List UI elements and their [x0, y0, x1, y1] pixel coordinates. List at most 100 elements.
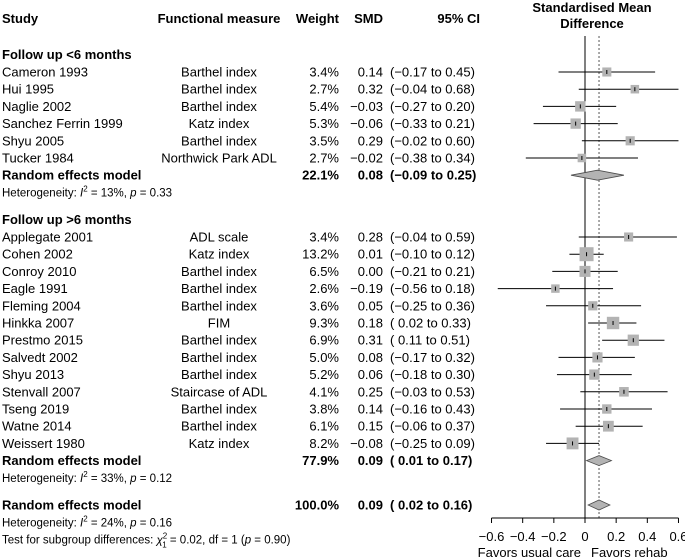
group-summary-1-weight: 77.9% [302, 453, 339, 468]
overall-summary-smd: 0.09 [358, 498, 383, 513]
group-heterogeneity-1-prefix: Heterogeneity: [2, 473, 80, 485]
study-row-0-0-ci: (−0.17 to 0.45) [390, 65, 475, 80]
group-heterogeneity-0-sup: 2 [83, 185, 88, 194]
study-row-1-10-weight: 3.8% [309, 402, 339, 417]
study-row-1-5-measure: FIM [208, 316, 230, 331]
overall-summary-ci: ( 0.02 to 0.16) [390, 498, 472, 513]
overall-heterogeneity-p: p [129, 518, 137, 530]
subgroup-test-pval: = 0.90) [251, 535, 290, 547]
group-title-0: Follow up <6 months [2, 47, 132, 62]
study-row-0-1-study: Hui 1995 [2, 82, 54, 97]
x-axis-tick-label-2: −0.2 [541, 529, 567, 544]
study-row-0-2-ci: (−0.27 to 0.20) [390, 99, 475, 114]
study-row-0-1-weight: 2.7% [309, 82, 339, 97]
study-row-1-0-ci: (−0.04 to 0.59) [390, 230, 475, 245]
study-row-1-7-ci: (−0.17 to 0.32) [390, 350, 475, 365]
study-row-0-5-ci: (−0.38 to 0.34) [390, 151, 475, 166]
study-row-0-2-study: Naglie 2002 [2, 99, 71, 114]
study-row-1-7-measure: Barthel index [181, 350, 257, 365]
group-heterogeneity-0-prefix: Heterogeneity: [2, 188, 80, 200]
group-heterogeneity-0-pval: = 0.33 [137, 188, 173, 200]
study-row-1-5-study: Hinkka 2007 [2, 316, 74, 331]
header-study: Study [2, 11, 39, 26]
study-row-1-6-ci: ( 0.11 to 0.51) [390, 333, 470, 348]
group-heterogeneity-1: Heterogeneity: I2 = 33%, p = 0.12 [2, 470, 172, 485]
study-row-1-1-study: Cohen 2002 [2, 247, 73, 262]
group-heterogeneity-0-p: p [129, 188, 137, 200]
subgroup-test-chi: χ [156, 535, 164, 547]
study-row-0-5-weight: 2.7% [309, 151, 339, 166]
study-row-1-2-smd: 0.00 [358, 264, 383, 279]
study-row-0-3-measure: Katz index [189, 116, 250, 131]
study-row-1-7-study: Salvedt 2002 [2, 350, 78, 365]
study-row-1-8-measure: Barthel index [181, 367, 257, 382]
subgroup-test-sub: 1 [162, 541, 167, 550]
group-heterogeneity-1-sup: 2 [83, 470, 88, 479]
study-row-0-0-weight: 3.4% [309, 65, 339, 80]
favors-rehab-label: Favors rehab [591, 545, 668, 560]
subgroup-test: Test for subgroup differences: χ2 1 = 0.0… [2, 532, 291, 550]
favors-usual-care-label: Favors usual care [478, 545, 581, 560]
study-row-1-3-weight: 2.6% [309, 281, 339, 296]
x-axis-tick-label-3: 0 [581, 529, 588, 544]
overall-heterogeneity-prefix: Heterogeneity: [2, 518, 80, 530]
study-row-1-11-study: Watne 2014 [2, 419, 72, 434]
study-row-1-4-study: Fleming 2004 [2, 298, 81, 313]
study-row-1-2-study: Conroy 2010 [2, 264, 76, 279]
group-heterogeneity-1-rest: = 33%, [88, 473, 131, 485]
study-row-1-0-study: Applegate 2001 [2, 230, 93, 245]
study-row-1-12-smd: −0.08 [350, 436, 383, 451]
x-axis-tick-label-4: 0.2 [607, 529, 625, 544]
study-row-1-11-measure: Barthel index [181, 419, 257, 434]
study-row-1-8-smd: 0.06 [358, 367, 383, 382]
study-row-1-9-weight: 4.1% [309, 384, 339, 399]
header-weight: Weight [296, 11, 340, 26]
overall-heterogeneity-pval: = 0.16 [137, 518, 173, 530]
study-row-1-0-weight: 3.4% [309, 230, 339, 245]
x-axis-tick-label-5: 0.4 [638, 529, 656, 544]
header-ci: 95% CI [437, 11, 480, 26]
study-row-1-10-ci: (−0.16 to 0.43) [390, 402, 475, 417]
plot-title-line1: Standardised Mean [532, 0, 651, 15]
study-row-1-1-ci: (−0.10 to 0.12) [390, 247, 475, 262]
group-summary-0-label: Random effects model [2, 168, 141, 183]
group-heterogeneity-1-i: I [80, 473, 84, 485]
study-row-1-12-ci: (−0.25 to 0.09) [390, 436, 475, 451]
x-axis-tick-label-1: −0.4 [510, 529, 536, 544]
study-row-1-5-ci: ( 0.02 to 0.33) [390, 316, 471, 331]
subgroup-test-rest: = 0.02, df = 1 ( [167, 535, 245, 547]
study-row-0-0-study: Cameron 1993 [2, 65, 88, 80]
study-row-0-2-weight: 5.4% [309, 99, 339, 114]
study-row-0-4-weight: 3.5% [309, 133, 339, 148]
study-row-1-9-study: Stenvall 2007 [2, 384, 81, 399]
study-row-0-3-ci: (−0.33 to 0.21) [390, 116, 475, 131]
group-summary-1-label: Random effects model [2, 453, 141, 468]
group-heterogeneity-0: Heterogeneity: I2 = 13%, p = 0.33 [2, 185, 172, 200]
overall-heterogeneity-sup: 2 [83, 515, 88, 524]
group-summary-0-weight: 22.1% [302, 168, 339, 183]
study-row-0-5-study: Tucker 1984 [2, 151, 74, 166]
group-heterogeneity-1-pval: = 0.12 [137, 473, 173, 485]
study-row-0-0-measure: Barthel index [181, 65, 257, 80]
study-row-1-6-weight: 6.9% [309, 333, 339, 348]
study-row-0-5-smd: −0.02 [350, 151, 383, 166]
study-row-1-4-ci: (−0.25 to 0.36) [390, 298, 475, 313]
study-row-1-2-ci: (−0.21 to 0.21) [390, 264, 475, 279]
study-row-1-10-measure: Barthel index [181, 402, 257, 417]
study-row-1-4-smd: 0.05 [358, 298, 383, 313]
overall-heterogeneity-i: I [80, 518, 84, 530]
group-title-1: Follow up >6 months [2, 212, 132, 227]
study-row-1-10-study: Tseng 2019 [2, 402, 69, 417]
study-row-1-9-smd: 0.25 [358, 384, 383, 399]
subgroup-test-sup: 2 [163, 532, 168, 541]
group-summary-1-diamond [585, 455, 613, 467]
study-row-0-3-weight: 5.3% [309, 116, 339, 131]
study-row-1-5-weight: 9.3% [309, 316, 339, 331]
study-row-1-6-smd: 0.31 [358, 333, 383, 348]
study-row-1-6-measure: Barthel index [181, 333, 257, 348]
study-row-0-1-smd: 0.32 [358, 82, 383, 97]
study-row-1-0-measure: ADL scale [190, 230, 249, 245]
study-row-1-11-weight: 6.1% [309, 419, 339, 434]
study-row-1-0-smd: 0.28 [358, 230, 383, 245]
